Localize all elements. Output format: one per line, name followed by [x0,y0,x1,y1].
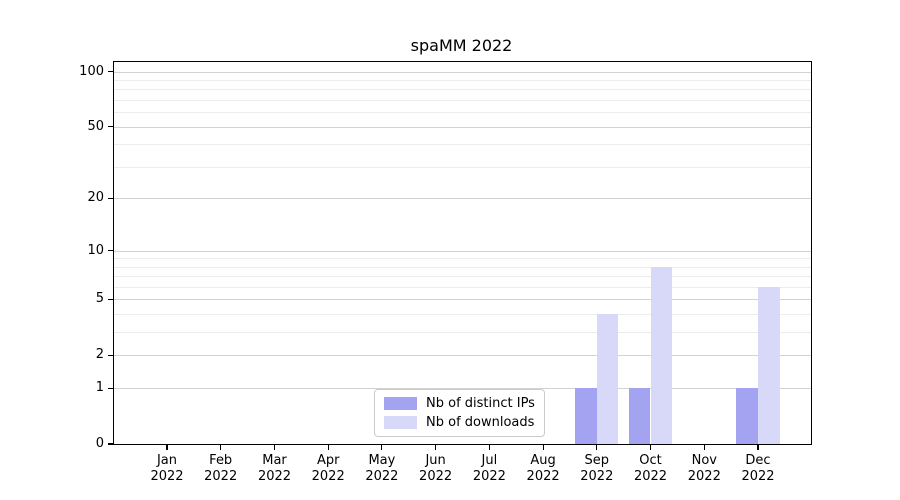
gridline-major [114,126,811,128]
x-tick-month: Dec [745,453,771,468]
legend: Nb of distinct IPs Nb of downloads [374,389,545,437]
x-tick-month: May [368,453,396,468]
bar-distinct-ips [628,388,651,444]
y-axis-tick [107,197,113,199]
gridline-minor [114,144,811,146]
plot-area: Nb of distinct IPs Nb of downloads 0 1 2 5 1… [79,61,812,484]
x-tick-month: Jan [156,453,178,468]
gridline-major [114,299,811,301]
gridline-minor [114,79,811,81]
legend-entry-downloads: Nb of downloads [384,415,535,430]
bar-distinct-ips [575,388,597,444]
x-axis-tick-label: Nov 2022 [672,453,736,485]
legend-swatch-distinct-ips [384,397,417,410]
y-axis-tick-label: 100 [79,63,104,79]
x-axis-tick [596,445,598,451]
y-axis-tick-label: 0 [95,436,104,451]
x-axis-tick-label: Aug 2022 [511,453,575,485]
gridline-minor [114,89,811,91]
x-tick-year: 2022 [150,469,184,484]
y-axis-tick-label: 2 [95,347,104,363]
gridline-minor [114,314,811,316]
gridline-major [114,355,811,357]
x-axis-tick [488,445,490,451]
x-tick-year: 2022 [257,469,292,484]
x-tick-year: 2022 [580,469,614,484]
y-axis-tick-label: 10 [87,242,104,258]
x-axis-tick-label: Dec 2022 [726,453,790,485]
x-tick-month: Mar [262,453,287,468]
x-tick-month: Feb [209,453,233,468]
gridline-minor [114,266,811,268]
x-axis-tick [542,445,544,451]
x-axis-tick-label: Feb 2022 [189,453,253,485]
x-axis-tick [649,445,652,451]
x-tick-year: 2022 [365,469,399,484]
gridline-major [114,388,811,390]
gridline-minor [114,112,811,114]
x-axis-tick-label: Oct 2022 [619,453,683,485]
x-axis-tick-label: Sep 2022 [565,453,629,485]
bar-distinct-ips [736,388,758,444]
x-axis-tick-label: Mar 2022 [243,453,307,485]
bar-downloads [758,286,780,444]
x-axis-tick [273,445,276,451]
gridline-minor [114,99,811,101]
x-axis-tick [327,445,329,451]
legend-label-distinct-ips: Nb of distinct IPs [426,396,535,411]
gridline-minor [114,258,811,260]
y-axis-tick [107,443,113,445]
x-tick-month: Oct [639,453,662,468]
x-tick-month: Aug [530,453,556,468]
gridline-minor [114,286,811,288]
x-axis-tick-label: Jan 2022 [135,453,199,485]
x-tick-year: 2022 [204,469,238,484]
chart-title: spaMM 2022 [410,36,513,55]
y-axis-tick [107,354,113,356]
x-tick-month: Jul [481,453,498,468]
x-axis-tick [703,445,705,451]
x-tick-month: Nov [691,453,717,468]
bar-downloads [596,314,619,444]
x-axis-tick [381,445,383,451]
y-axis-tick-label: 20 [87,190,104,206]
y-axis-tick [107,298,113,300]
legend-entry-distinct-ips: Nb of distinct IPs [384,396,535,411]
x-tick-month: Apr [316,453,340,468]
gridline-major [114,250,811,252]
y-axis-tick [107,387,113,389]
gridline-major [114,71,811,73]
x-axis-tick-label: May 2022 [350,453,414,485]
x-axis-tick [220,445,222,451]
x-axis-tick-label: Jun 2022 [404,453,468,485]
x-axis-tick [757,445,759,451]
gridline-minor [114,166,811,168]
x-tick-year: 2022 [687,469,721,484]
legend-swatch-downloads [384,416,417,429]
x-axis-tick [166,445,168,451]
y-axis-tick-label: 5 [95,291,104,307]
x-tick-year: 2022 [419,469,453,484]
x-axis-tick-label: Apr 2022 [296,453,360,485]
x-tick-year: 2022 [633,469,668,484]
x-tick-month: Jun [425,453,446,468]
gridline-minor [114,332,811,334]
x-tick-year: 2022 [472,469,506,484]
y-axis-tick [107,126,113,128]
x-tick-year: 2022 [741,469,775,484]
gridline-minor [114,276,811,278]
y-axis-tick-label: 1 [95,380,104,396]
x-tick-month: Sep [584,453,610,468]
x-axis-tick-label: Jul 2022 [457,453,521,485]
y-axis-tick [107,249,113,252]
x-axis-tick [435,445,437,451]
bar-downloads [650,266,673,444]
x-tick-year: 2022 [311,469,345,484]
legend-label-downloads: Nb of downloads [426,415,535,430]
x-tick-year: 2022 [526,469,560,484]
gridline-major [114,198,811,200]
y-axis-tick-label: 50 [87,118,104,134]
y-axis-tick [107,70,113,73]
